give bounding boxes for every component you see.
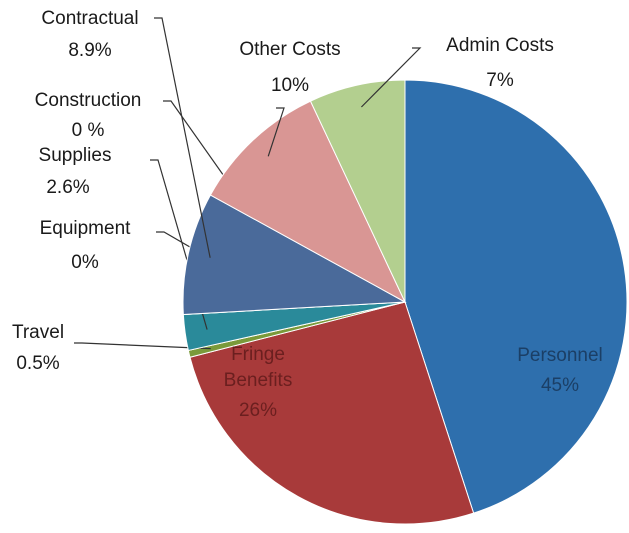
slice-value: 0.5% bbox=[16, 353, 60, 374]
slice-name: Supplies bbox=[38, 145, 112, 166]
slice-name: Equipment bbox=[39, 218, 131, 239]
slice-value: 45% bbox=[540, 375, 580, 396]
slice-name: Contractual bbox=[41, 8, 139, 29]
slice-value: 0 % bbox=[71, 120, 105, 141]
slice-value: 10% bbox=[270, 75, 310, 96]
slice-name: Construction bbox=[34, 90, 142, 111]
pie-slice bbox=[182, 194, 407, 316]
leader-line bbox=[267, 107, 285, 157]
leader-line bbox=[74, 342, 211, 350]
pie-slice bbox=[189, 301, 475, 525]
slice-name: Travel bbox=[11, 322, 65, 343]
slice-name: Personnel bbox=[517, 345, 603, 366]
slice-value: 8.9% bbox=[68, 40, 112, 61]
slice-value: 2.6% bbox=[46, 177, 90, 198]
leader-line bbox=[154, 17, 211, 258]
slice-value: 7% bbox=[486, 70, 514, 91]
slice-value: 0% bbox=[71, 252, 99, 273]
slice-name: Other Costs bbox=[239, 39, 341, 60]
pie-slice bbox=[209, 100, 407, 304]
slice-name: Fringe Benefits bbox=[223, 344, 293, 391]
slice-value: 26% bbox=[238, 400, 278, 421]
slice-name: Admin Costs bbox=[446, 35, 554, 56]
pie-slice bbox=[309, 79, 406, 303]
leader-line bbox=[360, 47, 422, 108]
pie-slice bbox=[404, 79, 628, 514]
